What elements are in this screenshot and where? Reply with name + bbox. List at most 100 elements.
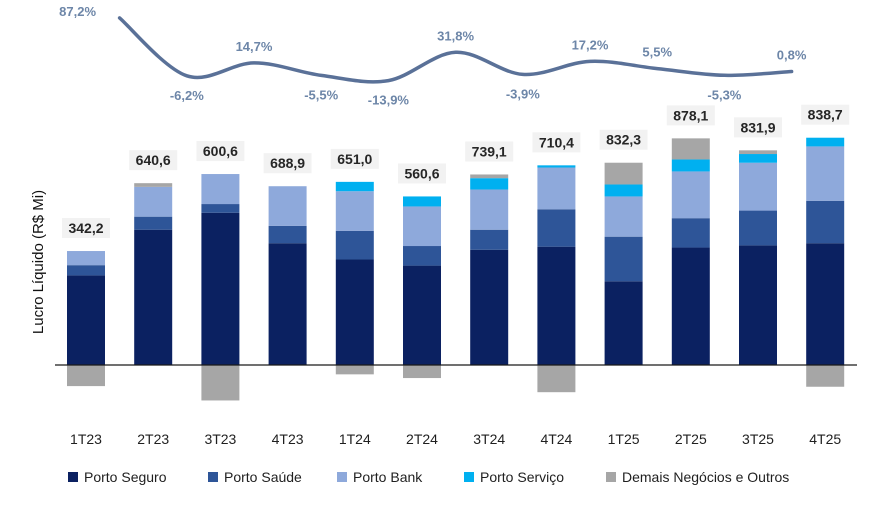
growth-label-6: -3,9% xyxy=(506,86,540,101)
bar-1T24-s3 xyxy=(335,181,374,192)
total-label-bg xyxy=(599,129,648,150)
x-tick-1T25: 1T25 xyxy=(608,431,640,447)
bar-4T23-s2 xyxy=(268,186,307,226)
legend-swatch-0 xyxy=(68,472,78,482)
bar-3T25-s1 xyxy=(739,210,777,246)
bar-2T25-s0 xyxy=(671,247,710,365)
x-tick-4T25: 4T25 xyxy=(809,431,841,447)
bar-1T23-s4 xyxy=(67,365,105,387)
bar-3T24-s2 xyxy=(470,189,509,230)
growth-label-7: 17,2% xyxy=(572,37,609,52)
legend-label-3: Porto Serviço xyxy=(480,469,564,485)
bar-3T23-s1 xyxy=(201,204,240,213)
growth-label-4: -13,9% xyxy=(368,93,410,108)
bar-3T25-s2 xyxy=(739,162,777,211)
x-tick-3T24: 3T24 xyxy=(473,431,505,447)
growth-label-3: -5,5% xyxy=(304,87,338,102)
bar-3T25-s3 xyxy=(739,154,777,163)
growth-label-5: 31,8% xyxy=(437,28,474,43)
growth-label-10: 0,8% xyxy=(777,48,807,63)
total-label-2T25: 878,1 xyxy=(673,107,708,123)
bar-4T25-s4 xyxy=(806,365,845,387)
bar-3T24-s3 xyxy=(470,178,509,190)
bar-4T24-s2 xyxy=(537,167,576,210)
bar-2T24-s1 xyxy=(403,246,441,266)
bar-layer xyxy=(67,137,845,401)
bar-1T25-s3 xyxy=(604,184,643,197)
total-label-bg xyxy=(532,132,581,153)
bar-3T23-s4 xyxy=(201,365,240,401)
total-label-bg xyxy=(129,150,178,171)
bar-2T23-s1 xyxy=(134,216,173,230)
x-tick-1T23: 1T23 xyxy=(70,431,102,447)
growth-label-8: 5,5% xyxy=(642,45,672,60)
bar-1T23-s1 xyxy=(67,265,105,276)
total-label-1T23: 342,2 xyxy=(68,220,103,236)
bar-1T24-s1 xyxy=(335,230,374,260)
bar-2T24-s3 xyxy=(403,196,441,207)
legend-label-0: Porto Seguro xyxy=(84,469,167,485)
total-label-bg xyxy=(666,105,715,126)
bar-2T25-s3 xyxy=(671,159,710,172)
bar-4T24-s3 xyxy=(537,165,576,168)
bar-4T25-s2 xyxy=(806,146,845,201)
total-label-1T25: 832,3 xyxy=(606,132,641,148)
bar-1T25-s4 xyxy=(604,162,643,185)
bar-4T23-s0 xyxy=(268,243,307,365)
y-axis-label: Lucro Líquido (R$ Mi) xyxy=(30,190,47,334)
total-label-3T23: 600,6 xyxy=(203,143,238,159)
x-tick-2T24: 2T24 xyxy=(406,431,438,447)
x-tick-1T24: 1T24 xyxy=(339,431,371,447)
bar-1T25-s1 xyxy=(604,236,643,282)
x-tick-2T23: 2T23 xyxy=(137,431,169,447)
total-label-bg xyxy=(398,163,446,184)
bar-1T24-s4 xyxy=(335,365,374,375)
bar-2T24-s2 xyxy=(403,206,441,247)
growth-label-2: 14,7% xyxy=(236,39,273,54)
total-label-3T24: 739,1 xyxy=(472,143,507,159)
growth-label-layer: 87,2% -6,2% 14,7% -5,5% -13,9% 31,8% -3,9% 17,2… xyxy=(59,4,807,108)
legend: Porto Seguro Porto Saúde Porto Bank Porto S… xyxy=(68,469,789,485)
x-tick-4T24: 4T24 xyxy=(540,431,572,447)
bar-4T25-s0 xyxy=(806,243,845,365)
bar-2T25-s1 xyxy=(671,218,710,248)
legend-label-1: Porto Saúde xyxy=(224,469,302,485)
bar-4T25-s3 xyxy=(806,137,845,147)
bar-3T23-s0 xyxy=(201,212,240,365)
bar-1T25-s2 xyxy=(604,196,643,237)
bar-4T24-s0 xyxy=(537,246,576,365)
bar-3T23-s2 xyxy=(201,174,240,205)
bar-3T24-s4 xyxy=(470,174,509,179)
total-label-layer: 342,2 640,6 600,6 688,9 651,0 560,6 739,1 710,4… xyxy=(62,104,850,239)
bar-2T23-s4 xyxy=(134,183,173,187)
bar-2T23-s2 xyxy=(134,186,173,217)
total-label-bg xyxy=(465,141,514,162)
total-label-4T24: 710,4 xyxy=(539,134,574,150)
bar-2T23-s0 xyxy=(134,229,173,365)
growth-label-1: -6,2% xyxy=(170,88,204,103)
bar-1T24-s2 xyxy=(335,191,374,231)
bar-2T24-s0 xyxy=(403,265,441,365)
total-label-bg xyxy=(196,141,245,162)
bar-1T23-s2 xyxy=(67,251,105,266)
growth-label-9: -5,3% xyxy=(707,87,741,102)
x-tick-4T23: 4T23 xyxy=(272,431,304,447)
total-label-2T24: 560,6 xyxy=(404,165,439,181)
total-label-4T25: 838,7 xyxy=(808,107,843,123)
x-axis-ticks: 1T23 2T23 3T23 4T23 1T24 2T24 3T24 4T24 1T25 2T25… xyxy=(70,431,841,447)
legend-swatch-4 xyxy=(606,472,616,482)
bar-4T23-s1 xyxy=(268,225,307,244)
bar-4T25-s1 xyxy=(806,200,845,244)
bar-3T25-s4 xyxy=(739,150,777,155)
legend-label-2: Porto Bank xyxy=(353,469,423,485)
x-tick-3T25: 3T25 xyxy=(742,431,774,447)
legend-label-4: Demais Negócios e Outros xyxy=(622,469,789,485)
legend-swatch-1 xyxy=(208,472,218,482)
total-label-bg xyxy=(801,104,850,125)
total-label-bg xyxy=(330,148,379,169)
total-label-2T23: 640,6 xyxy=(136,152,171,168)
bar-1T24-s0 xyxy=(335,259,374,365)
x-tick-3T23: 3T23 xyxy=(204,431,236,447)
bar-2T24-s4 xyxy=(403,365,441,379)
